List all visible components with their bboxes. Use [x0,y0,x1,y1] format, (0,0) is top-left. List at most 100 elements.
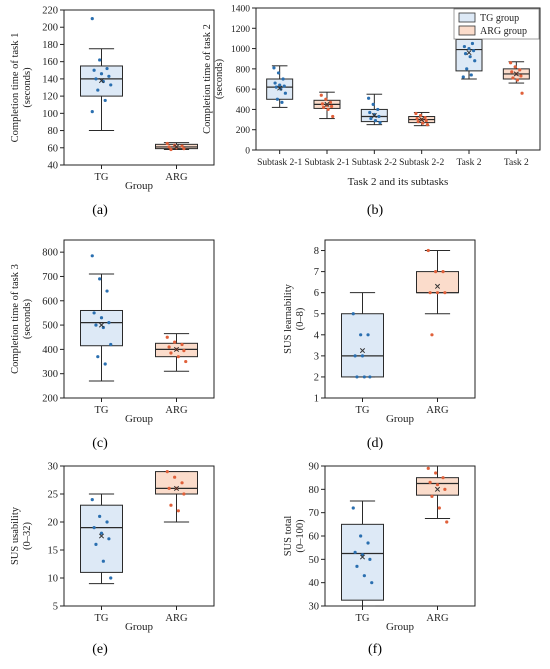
y-tick-label: 400 [42,345,58,356]
data-point [509,61,513,65]
data-point [274,85,278,89]
data-point [319,93,323,97]
data-point [280,100,284,104]
x-axis-label: Task 2 and its subtasks [348,176,449,188]
box-arg-1 [155,141,198,152]
x-tick-label: TG [95,405,109,416]
data-point [353,354,357,358]
data-point [351,312,355,316]
mean-marker [513,71,519,77]
data-point [105,520,109,524]
data-point [94,542,98,546]
panel-label-b: (b) [366,203,384,218]
data-point [176,355,180,359]
data-point [435,291,440,295]
box-arg-5 [502,61,530,95]
data-point [369,116,373,121]
mean-marker [434,283,441,289]
y-tick-label: 25 [48,490,59,501]
y-tick-label: 20 [48,518,59,529]
y-axis-label: Completion time of task 3(seconds) [10,264,33,374]
box-arg-1 [416,248,459,337]
data-point [182,492,186,496]
data-point [351,506,355,510]
x-axis-label: Group [125,413,154,425]
data-point [165,335,169,339]
y-tick-label: 80 [48,126,59,137]
x-tick-label: ARG [426,613,449,624]
data-point [99,72,104,76]
plot-frame [324,239,476,399]
chart-panel-d: 1 2 3 4 5 6 7 8 SUS learnability(0–8) TG ARG Group [283,239,476,425]
x-tick-label: ARG [165,172,188,183]
data-point [283,91,287,95]
y-tick-label: 800 [42,248,58,259]
y-tick-label: 200 [42,23,58,34]
legend-swatch [458,25,476,36]
data-point [441,270,445,274]
chart-panel-b: 0 200 400 600 800 1000 1200 1400 Completion time… [202,5,541,188]
mean-marker [466,50,472,56]
panel-label-e: (e) [92,642,108,657]
y-tick-label: 40 [48,161,59,172]
data-point [169,503,173,507]
data-point [519,74,523,78]
data-point [359,534,363,538]
box-iqr [341,523,384,601]
data-point [426,466,430,470]
data-point [368,375,372,379]
y-tick-label: 40 [309,578,320,589]
panel-label-c: (c) [92,436,108,451]
mean-marker [98,78,105,84]
y-tick-label: 100 [42,109,58,120]
data-point [90,498,94,502]
data-point [173,475,177,479]
mean-marker [371,112,377,119]
data-point [98,514,102,518]
x-axis-label: Group [125,621,154,633]
data-point [367,96,371,100]
panel-label-d: (d) [366,436,384,451]
y-tick-label: 5 [53,602,58,613]
data-point [424,118,428,123]
data-point [109,576,113,580]
data-point [107,74,111,78]
data-point [368,110,372,115]
x-tick-label: TG [356,405,370,416]
data-point [96,355,100,359]
box-iqr [416,271,459,294]
data-point [416,120,420,124]
y-tick-label: 1400 [231,5,250,15]
panel-label-f: (f) [368,642,382,657]
data-point [329,104,334,108]
data-point [473,59,477,63]
y-tick-label: 7 [314,267,319,278]
data-point [434,471,438,475]
y-tick-label: 30 [48,462,59,473]
x-axis-label: Group [386,413,415,425]
data-point [99,531,104,535]
data-point [471,49,476,53]
data-point [174,146,179,150]
data-point [445,520,449,524]
y-tick-label: 10 [48,574,59,585]
box-tg-0 [341,292,384,379]
data-point [105,66,109,71]
data-point [435,483,440,487]
mean-marker [419,117,425,123]
data-point [182,349,186,353]
y-tick-label: 160 [42,57,58,68]
data-point [94,77,98,81]
plot-frame [63,465,215,607]
x-axis-label: Group [125,180,154,192]
data-point [328,100,333,104]
data-point [368,557,372,561]
data-point [461,75,465,79]
mean-marker [98,533,105,539]
data-point [377,114,381,119]
data-point [326,107,330,112]
data-point [180,481,184,485]
data-point [167,145,171,149]
data-point [92,311,96,315]
x-tick-label: TG [95,613,109,624]
